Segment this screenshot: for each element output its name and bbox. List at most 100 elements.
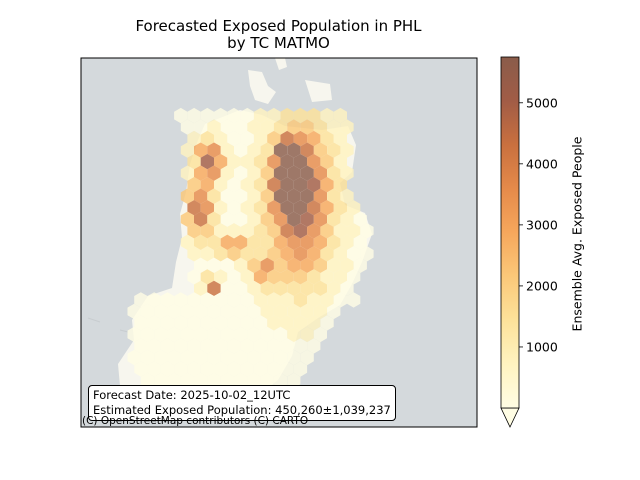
hex-cell [240, 361, 254, 377]
colorbar [500, 56, 523, 428]
hex-cell [273, 165, 288, 181]
hex-cell [320, 107, 334, 124]
hex-cell [347, 223, 361, 239]
hex-cell [300, 257, 314, 273]
hex-cell [207, 211, 221, 227]
hex-cell [280, 338, 294, 354]
hex-cell [194, 280, 208, 296]
hex-cell [200, 269, 214, 285]
hex-cell [293, 269, 308, 285]
hex-cell [273, 349, 288, 366]
hex-cell [240, 130, 254, 147]
hex-cell [227, 246, 241, 262]
hex-cell [320, 315, 334, 331]
hex-cell [287, 119, 301, 135]
hex-cell [287, 257, 301, 273]
hex-cell [207, 303, 221, 320]
hex-cell [313, 165, 327, 181]
hex-cell [187, 361, 201, 377]
hex-cell [207, 280, 221, 296]
hex-cell [214, 246, 228, 262]
hex-cell [340, 142, 354, 158]
hex-cell [194, 234, 208, 250]
hex-cell [220, 257, 234, 273]
hex-cell [267, 154, 281, 170]
hex-cell [214, 200, 228, 216]
hex-cell [307, 200, 321, 216]
hex-cell [253, 223, 268, 239]
hex-cell [247, 303, 261, 320]
hex-cell [313, 142, 327, 158]
hex-cell [220, 142, 234, 158]
hex-cell [320, 292, 334, 308]
hex-cell [227, 154, 241, 170]
hex-cell [240, 223, 254, 239]
forecast-date: Forecast Date: 2025-10-02_12UTC [93, 388, 291, 402]
map-frame [80, 57, 478, 428]
hex-cell [194, 188, 208, 204]
hex-cell [273, 372, 288, 389]
hex-cell [347, 269, 361, 285]
hex-cell [307, 130, 321, 147]
hex-cell [134, 315, 148, 331]
hex-cell [253, 130, 268, 147]
hex-cell [127, 349, 141, 366]
hex-cell [333, 246, 347, 262]
hex-cell [214, 177, 228, 193]
hex-cell [180, 165, 195, 181]
hex-cell [220, 326, 234, 343]
hex-cell [214, 361, 228, 377]
hex-cell [207, 234, 221, 250]
hex-cell [287, 280, 301, 296]
hex-cell [273, 280, 288, 296]
hex-cell [280, 269, 294, 285]
chart-title: Forecasted Exposed Population in PHL by … [80, 18, 477, 52]
hex-cell [267, 246, 281, 262]
hex-cell [267, 315, 281, 331]
hex-cell [327, 142, 341, 158]
hex-cell [160, 315, 175, 331]
hex-cell [174, 338, 188, 354]
hex-cell [220, 234, 234, 250]
hex-cell [234, 234, 248, 250]
hex-cell [313, 280, 327, 296]
hex-cell [194, 142, 208, 158]
hex-cell [194, 119, 208, 135]
hex-cell [240, 107, 254, 124]
hex-cell [140, 349, 155, 366]
hex-cell [207, 372, 221, 389]
hex-cell [307, 223, 321, 239]
hex-cell [240, 177, 254, 193]
hex-cell [333, 223, 347, 239]
hex-cell [313, 188, 327, 204]
hex-cell [300, 188, 314, 204]
colorbar-label: Ensemble Avg. Exposed People [569, 136, 585, 332]
hex-cell [167, 372, 181, 389]
hex-cell [220, 211, 234, 227]
hex-cell [287, 372, 301, 389]
hex-cell [194, 372, 208, 389]
hex-cell [214, 292, 228, 308]
hex-cell [240, 200, 254, 216]
hex-cell [240, 292, 254, 308]
hex-cell [253, 338, 268, 354]
hex-cell [234, 257, 248, 273]
hex-cell [260, 234, 274, 250]
hex-cell [273, 142, 288, 158]
hex-cell [327, 257, 341, 273]
hex-cell [187, 130, 201, 147]
hex-cell [174, 315, 188, 331]
hex-cell [194, 257, 208, 273]
hex-cell [260, 280, 274, 296]
hex-cell [267, 107, 281, 124]
hex-cell [214, 107, 228, 124]
hex-cell [194, 211, 208, 227]
map-attribution: (C) OpenStreetMap contributors (C) CARTO [82, 415, 309, 427]
hex-cell [320, 269, 334, 285]
hex-cell [273, 234, 288, 250]
hex-cell [214, 315, 228, 331]
hex-cell [360, 246, 374, 262]
hex-cell [234, 188, 248, 204]
hex-cell [227, 223, 241, 239]
